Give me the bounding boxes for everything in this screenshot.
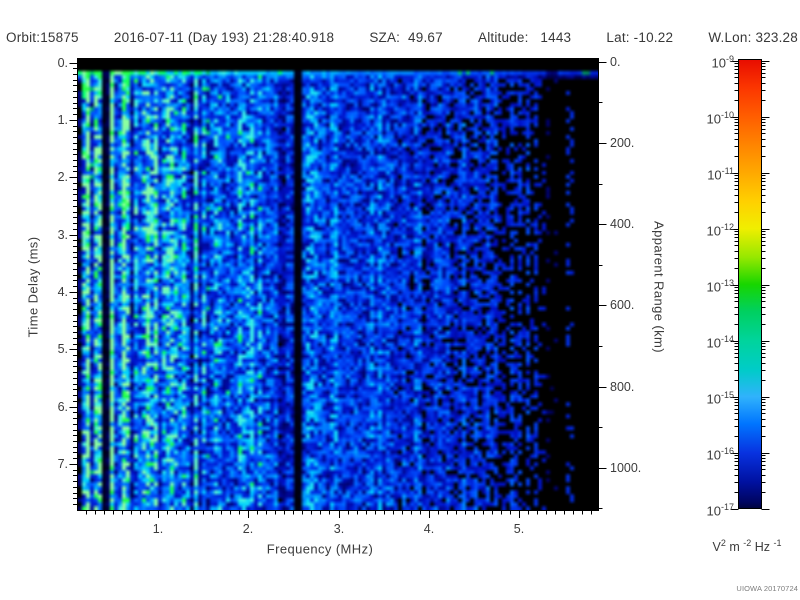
y-tick-label: 3. [57,228,68,242]
header-altitude: Altitude: 1443 [477,30,572,45]
unit-part: Hz -1 [751,538,782,555]
y-tick-label: 7. [57,457,68,471]
y-tick-label: 6. [57,400,68,414]
colorbar-exponent-label: 10-11 [707,166,734,183]
colorbar-exponent-label: 10-15 [706,390,734,407]
apparent-range-axis-title: Apparent Range (km) [651,221,667,353]
y-tick-label: 1. [57,113,68,127]
range-tick-label: 600. [610,298,635,312]
x-tick-label: 3. [333,522,345,536]
unit-part: m -2 [725,538,752,555]
header-info-bar: Orbit:15875 2016-07-11 (Day 193) 21:28:4… [6,30,798,48]
range-tick-label: 200. [610,136,635,150]
unit-part: V2 [712,538,726,555]
range-tick-label: 800. [610,380,635,394]
range-tick-label: 1000. [610,461,642,475]
colorbar-exponent-label: 10-13 [706,278,734,295]
header-sza: SZA: 49.67 [369,30,443,45]
y-tick-label: 5. [57,342,68,356]
colorbar-exponent-label: 10-10 [706,110,734,127]
y-tick-label: 2. [57,170,68,184]
colorbar-exponent-label: 10-17 [706,502,734,519]
y-tick-label: 0. [57,56,68,70]
header-latitude: Lat: -10.22 [606,30,674,45]
colorbar-gradient [739,60,761,509]
frequency-axis-title: Frequency (MHz) [266,541,374,557]
x-tick-label: 4. [423,522,435,536]
range-tick-label: 400. [610,217,635,231]
range-tick-label: 0. [610,55,621,69]
header-wlon: W.Lon: 323.28 [708,30,798,45]
colorbar-exponent-label: 10-9 [711,54,734,71]
watermark-text: UIOWA 20170724 [736,584,798,593]
colorbar-exponent-label: 10-16 [706,446,734,463]
colorbar-exponent-label: 10-14 [706,334,734,351]
time-delay-axis-title: Time Delay (ms) [25,236,41,338]
header-orbit: Orbit:15875 [6,30,79,45]
colorbar-exponent-label: 10-12 [706,222,734,239]
x-tick-label: 1. [152,522,164,536]
y-tick-label: 4. [57,285,68,299]
x-tick-label: 5. [513,522,525,536]
spectrogram-heatmap [78,59,598,510]
colorbar-unit-label: V2 m -2 Hz -1 [688,538,800,554]
x-tick-label: 2. [242,522,254,536]
header-datetime: 2016-07-11 (Day 193) 21:28:40.918 [113,30,335,45]
